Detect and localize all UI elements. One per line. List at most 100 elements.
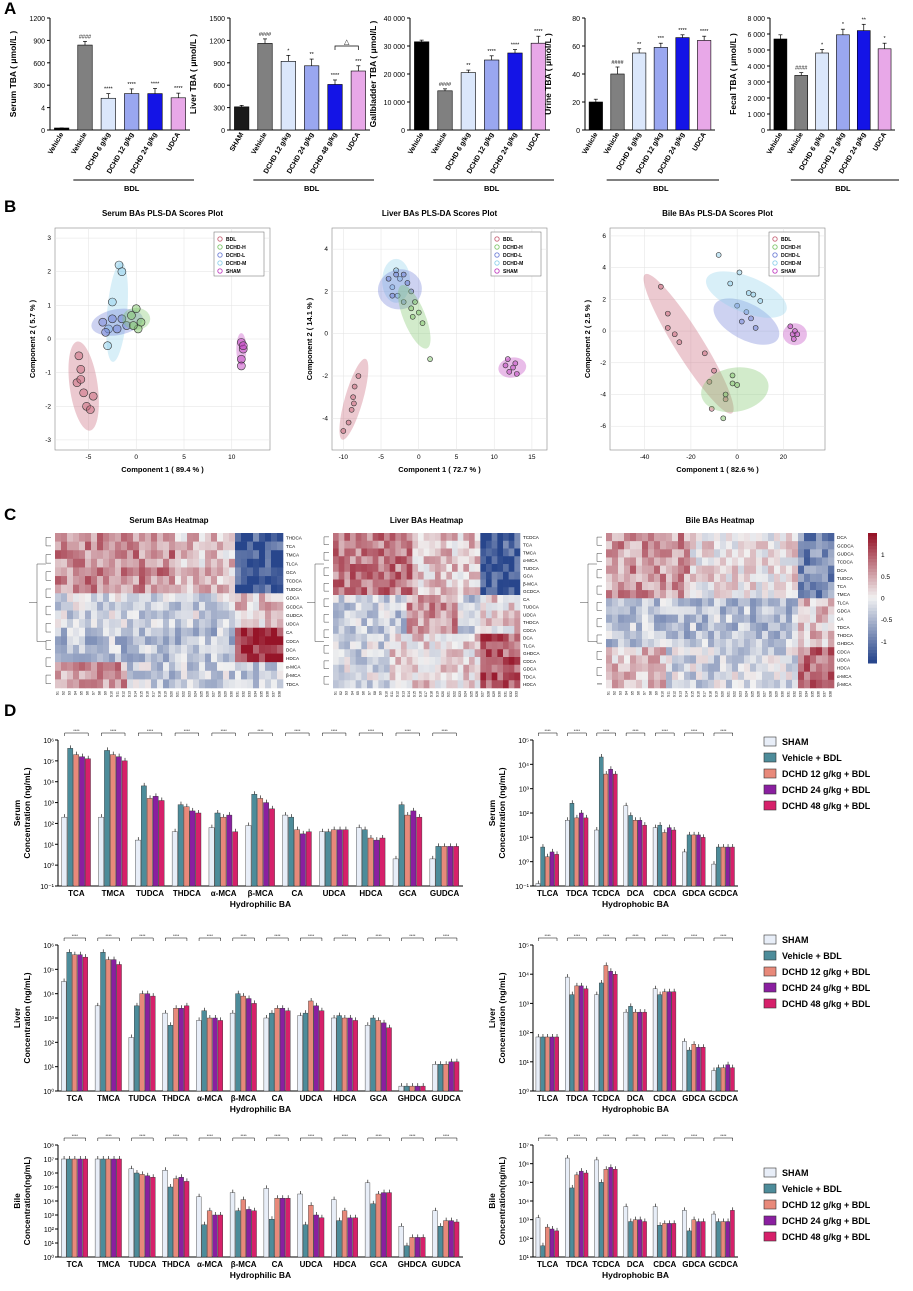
heat-cell <box>163 567 170 577</box>
heat-cell <box>497 595 504 604</box>
bar <box>549 851 555 887</box>
heat-cell <box>350 579 356 588</box>
heat-cell <box>350 571 356 580</box>
heat-cell <box>157 558 164 568</box>
col-label: S5 <box>356 691 360 695</box>
heat-cell <box>115 567 122 577</box>
heat-cell <box>389 587 396 596</box>
row-label: CA <box>837 617 844 622</box>
tba-chart-serum_tba: Serum TBA ( μmol/L )043006009001200Vehic… <box>8 16 194 193</box>
heat-cell <box>654 533 661 542</box>
heat-cell <box>786 655 793 664</box>
bar <box>569 1187 575 1258</box>
heat-cell <box>79 627 86 637</box>
bar <box>206 1210 213 1258</box>
heat-cell <box>241 567 248 577</box>
heat-cell <box>714 671 721 681</box>
heat-cell <box>435 626 441 635</box>
heat-cell <box>401 633 407 642</box>
heat-cell <box>708 533 715 542</box>
heat-cell <box>612 655 619 664</box>
category-label: TUDCA <box>128 1260 156 1269</box>
tick-label: 40 <box>572 72 580 79</box>
significance-bracket <box>684 1137 704 1141</box>
bar <box>623 805 629 887</box>
significance-bracket <box>713 1137 733 1141</box>
col-label: S7 <box>92 691 96 695</box>
heat-cell <box>696 622 703 632</box>
bar <box>794 75 809 131</box>
significance-mark: **** <box>274 1133 281 1138</box>
heat-cell <box>684 598 691 607</box>
heat-cell <box>247 653 254 663</box>
heat-cell <box>630 647 637 656</box>
heat-cell <box>503 626 509 635</box>
heat-cell <box>423 680 430 689</box>
heat-cell <box>199 550 206 560</box>
heat-cell <box>193 533 200 542</box>
bar <box>598 756 604 887</box>
heat-cell <box>344 548 351 557</box>
heat-cell <box>91 558 98 568</box>
bar <box>414 1237 421 1258</box>
bar <box>85 758 91 887</box>
heat-cell <box>115 550 122 560</box>
row-label: GDCA <box>523 667 537 672</box>
heat-cell <box>774 541 781 550</box>
heat-cell <box>378 587 385 596</box>
dendrogram-branch <box>45 640 51 650</box>
heat-cell <box>822 679 829 689</box>
heat-cell <box>606 655 613 664</box>
heat-cell <box>780 671 787 681</box>
heat-cell <box>762 573 769 583</box>
heat-cell <box>810 639 817 648</box>
heat-cell <box>690 679 697 689</box>
heat-cell <box>103 610 110 620</box>
heat-cell <box>774 630 781 640</box>
heat-cell <box>271 619 278 629</box>
heat-cell <box>480 579 487 588</box>
heat-cell <box>265 584 272 594</box>
bar <box>730 846 735 887</box>
heat-cell <box>762 557 769 566</box>
heat-cell <box>145 679 152 689</box>
heat-cell <box>338 548 345 557</box>
heat-cell <box>115 541 122 551</box>
heat-cell <box>378 618 385 627</box>
dendrogram-branch <box>45 605 51 616</box>
heat-cell <box>738 557 745 566</box>
heat-cell <box>786 647 793 656</box>
heat-cell <box>440 626 447 635</box>
heat-cell <box>73 533 80 542</box>
heat-cell <box>624 541 631 550</box>
bar <box>171 831 178 887</box>
heat-cell <box>199 541 206 551</box>
heat-cell <box>732 598 739 607</box>
heat-cell <box>241 627 248 637</box>
significance-mark: **** <box>487 49 496 55</box>
significance-mark: **** <box>603 728 610 733</box>
significance-mark: **** <box>173 933 180 938</box>
bar <box>263 1188 269 1258</box>
heat-cell <box>199 610 206 620</box>
y-tick-label: 4 <box>324 246 328 253</box>
bar <box>447 846 454 887</box>
bar <box>671 829 677 887</box>
bar <box>100 1158 106 1258</box>
heat-cell <box>618 655 625 664</box>
bar <box>98 816 104 887</box>
heat-cell <box>91 584 98 594</box>
col-label: S31 <box>236 691 240 697</box>
heat-cell <box>804 647 811 656</box>
heat-cell <box>630 606 637 615</box>
heat-cell <box>253 601 260 611</box>
heat-cell <box>503 680 509 689</box>
heat-cell <box>690 581 697 591</box>
heat-cell <box>235 653 242 663</box>
col-label: S32 <box>793 691 797 697</box>
heat-cell <box>666 541 673 550</box>
heat-cell <box>193 619 200 629</box>
heat-cell <box>401 672 407 681</box>
